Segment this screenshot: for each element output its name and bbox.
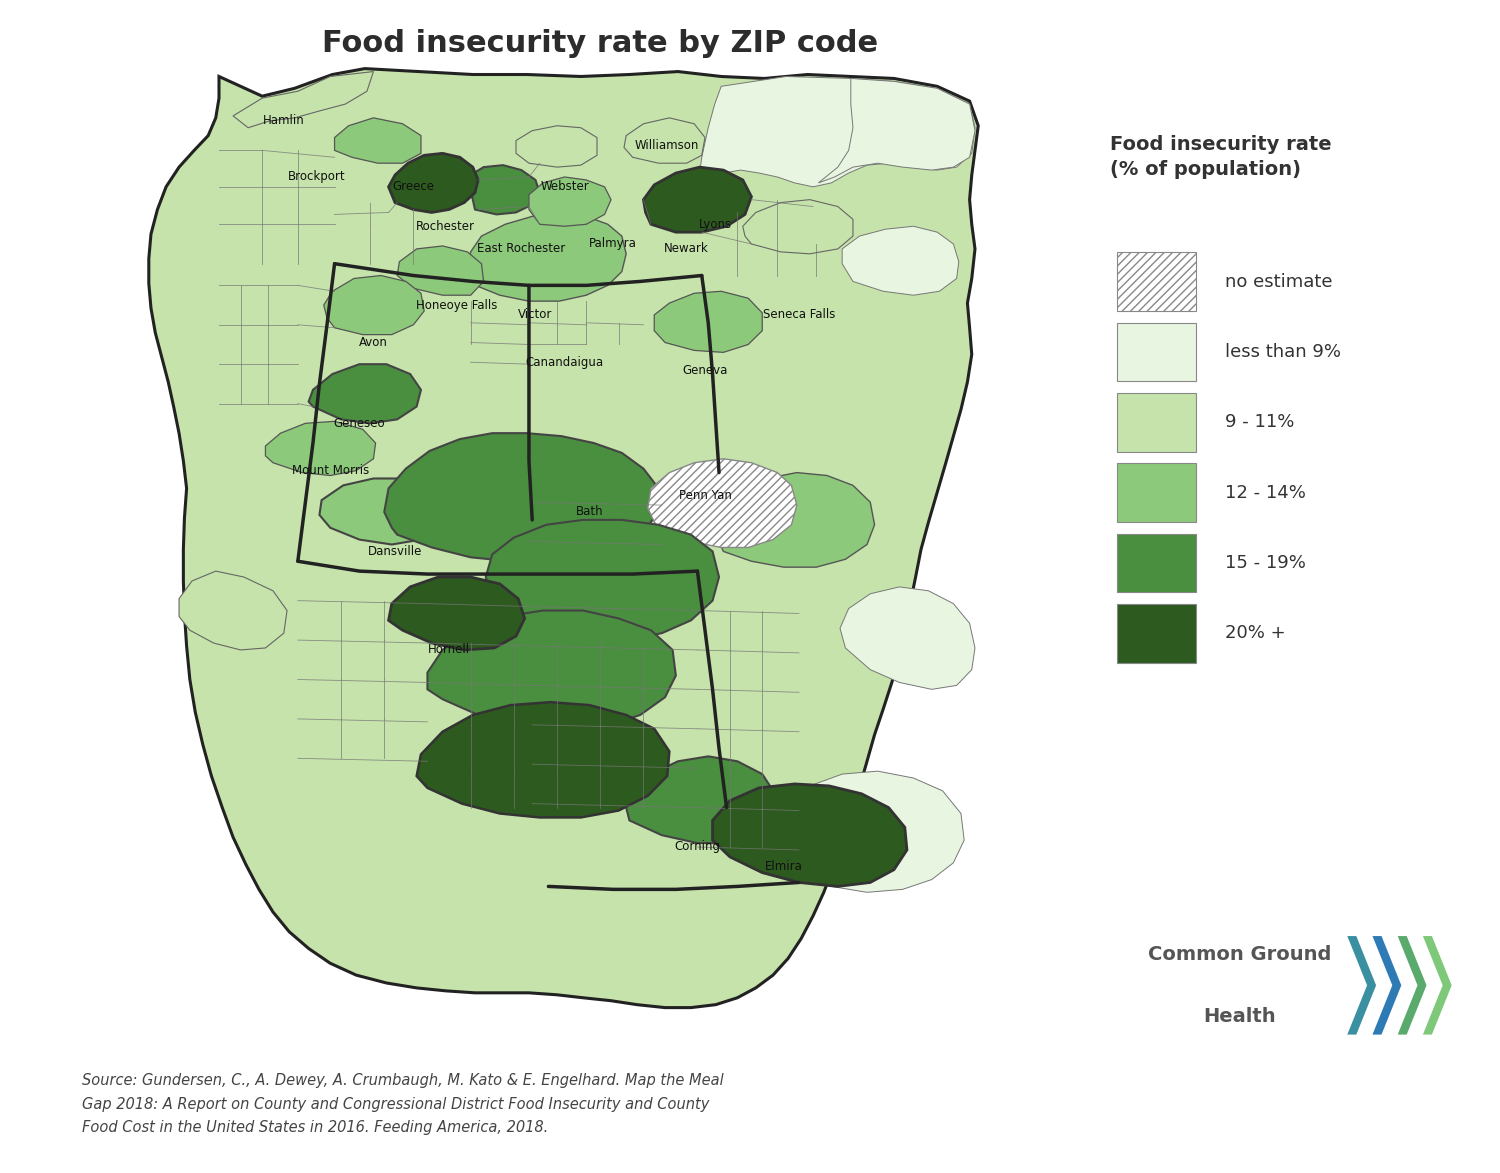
FancyBboxPatch shape	[1118, 252, 1196, 311]
FancyBboxPatch shape	[1118, 323, 1196, 381]
Polygon shape	[471, 165, 540, 215]
Polygon shape	[654, 291, 762, 352]
Polygon shape	[320, 479, 446, 544]
Text: Dansville: Dansville	[368, 545, 422, 558]
Polygon shape	[334, 117, 422, 163]
Text: Avon: Avon	[358, 335, 388, 350]
Text: Lyons: Lyons	[699, 218, 732, 231]
Text: Common Ground: Common Ground	[1148, 945, 1330, 964]
FancyBboxPatch shape	[1118, 534, 1196, 592]
Text: Corning: Corning	[675, 841, 720, 854]
Polygon shape	[388, 154, 478, 212]
FancyBboxPatch shape	[1118, 463, 1196, 522]
Text: Canandaigua: Canandaigua	[525, 355, 603, 368]
Polygon shape	[840, 586, 975, 690]
Polygon shape	[266, 421, 375, 475]
Text: Food insecurity rate by ZIP code: Food insecurity rate by ZIP code	[322, 29, 878, 59]
Polygon shape	[398, 246, 483, 296]
Polygon shape	[819, 79, 975, 183]
Polygon shape	[388, 577, 525, 650]
Text: Webster: Webster	[540, 181, 590, 194]
Polygon shape	[626, 757, 776, 843]
Polygon shape	[309, 364, 422, 423]
Polygon shape	[712, 784, 908, 887]
Text: Elmira: Elmira	[765, 860, 802, 873]
Text: Rochester: Rochester	[417, 219, 476, 232]
FancyBboxPatch shape	[1118, 604, 1196, 663]
Polygon shape	[417, 703, 669, 818]
Polygon shape	[644, 167, 752, 232]
Text: Source: Gundersen, C., A. Dewey, A. Crumbaugh, M. Kato & E. Engelhard. Map the M: Source: Gundersen, C., A. Dewey, A. Crum…	[82, 1073, 724, 1135]
Text: East Rochester: East Rochester	[477, 243, 566, 256]
Polygon shape	[530, 177, 610, 226]
Text: Newark: Newark	[664, 243, 710, 256]
Polygon shape	[716, 473, 874, 568]
Polygon shape	[1424, 936, 1452, 1035]
Text: Greece: Greece	[393, 181, 435, 194]
FancyBboxPatch shape	[1118, 393, 1196, 452]
Text: 15 - 19%: 15 - 19%	[1226, 554, 1306, 572]
Text: less than 9%: less than 9%	[1226, 343, 1341, 361]
Polygon shape	[1398, 936, 1426, 1035]
Polygon shape	[624, 117, 705, 163]
Polygon shape	[148, 68, 978, 1008]
Polygon shape	[324, 276, 424, 334]
Polygon shape	[427, 610, 676, 728]
Text: Penn Yan: Penn Yan	[678, 489, 732, 502]
Polygon shape	[486, 520, 718, 640]
Text: Victor: Victor	[519, 308, 552, 321]
Polygon shape	[516, 126, 597, 167]
Text: 20% +: 20% +	[1226, 624, 1286, 643]
Text: Hornell: Hornell	[427, 644, 470, 657]
Text: Health: Health	[1203, 1006, 1275, 1025]
Polygon shape	[468, 215, 626, 301]
Text: Bath: Bath	[576, 506, 603, 518]
Text: Brockport: Brockport	[288, 170, 345, 183]
Text: no estimate: no estimate	[1226, 272, 1332, 291]
Text: 12 - 14%: 12 - 14%	[1226, 483, 1306, 502]
Polygon shape	[776, 771, 964, 893]
Text: Food insecurity rate
(% of population): Food insecurity rate (% of population)	[1110, 135, 1332, 179]
Text: Williamson: Williamson	[634, 138, 699, 152]
Polygon shape	[232, 72, 374, 128]
Polygon shape	[742, 199, 853, 253]
Polygon shape	[648, 459, 796, 548]
Text: Hamlin: Hamlin	[262, 114, 305, 128]
Text: Mount Morris: Mount Morris	[291, 465, 369, 477]
Polygon shape	[1372, 936, 1401, 1035]
Text: 9 - 11%: 9 - 11%	[1226, 413, 1294, 432]
Polygon shape	[178, 571, 286, 650]
Polygon shape	[698, 76, 975, 190]
Polygon shape	[1347, 936, 1376, 1035]
Text: Palmyra: Palmyra	[590, 237, 638, 251]
Text: Geneva: Geneva	[682, 364, 728, 377]
Polygon shape	[842, 226, 958, 296]
Text: Seneca Falls: Seneca Falls	[764, 308, 836, 321]
Polygon shape	[384, 433, 658, 561]
Text: Geneseo: Geneseo	[333, 416, 386, 429]
Text: Honeoye Falls: Honeoye Falls	[416, 299, 498, 312]
